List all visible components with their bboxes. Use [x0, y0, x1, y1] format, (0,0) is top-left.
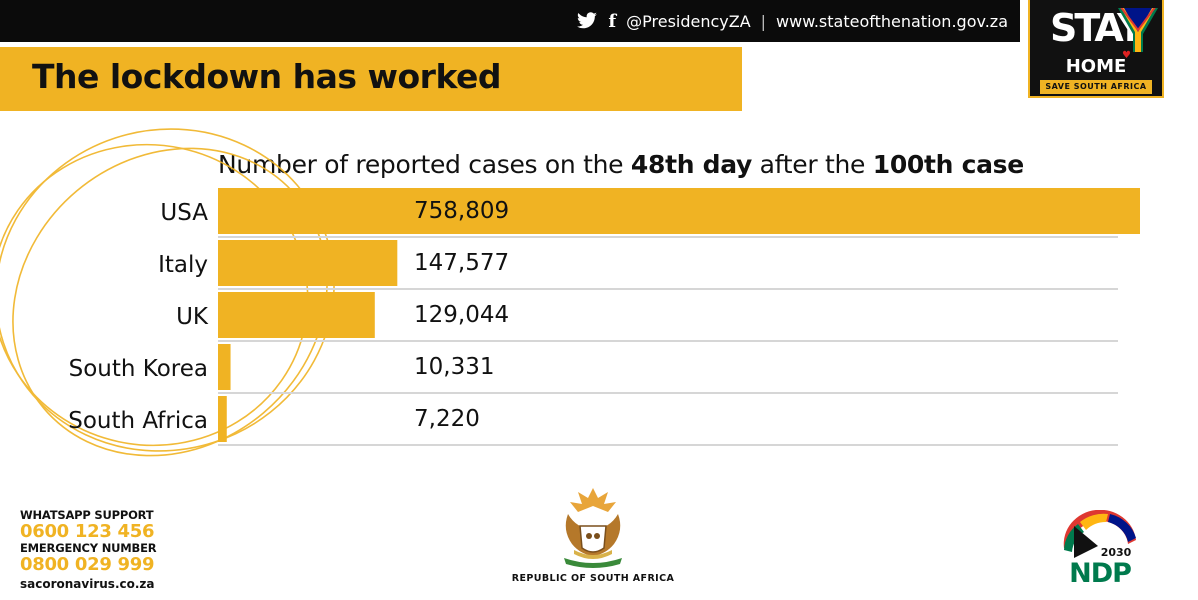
social-links: f @PresidencyZA | www.stateofthenation.g…	[576, 0, 1008, 42]
chart-title-bold1: 48th day	[630, 150, 753, 179]
category-label: South Korea	[69, 356, 208, 382]
row-divider	[218, 392, 1118, 394]
value-label: 758,809	[414, 198, 509, 224]
ndp-year: 2030	[1101, 546, 1132, 559]
title-banner: The lockdown has worked	[0, 47, 742, 111]
whatsapp-number[interactable]: 0600 123 456	[20, 521, 155, 542]
bar-usa	[218, 188, 1140, 234]
emergency-number[interactable]: 0800 029 999	[20, 554, 155, 575]
row-divider	[218, 340, 1118, 342]
contact-website[interactable]: sacoronavirus.co.za	[20, 577, 155, 591]
category-label: USA	[160, 200, 208, 226]
header-website[interactable]: www.stateofthenation.gov.za	[776, 11, 1008, 31]
whatsapp-label: WHATSAPP SUPPORT	[20, 508, 154, 522]
facebook-icon[interactable]: f	[608, 10, 617, 32]
row-divider	[218, 444, 1118, 446]
ndp-logo-icon: 2030 NDP	[1063, 510, 1136, 586]
bar-chart: USA 758,809 Italy 147,577 UK 129,044 South Kor…	[0, 128, 1140, 457]
emergency-label: EMERGENCY NUMBER	[20, 541, 157, 555]
heart-icon: ♥	[1122, 50, 1131, 61]
twitter-icon[interactable]	[576, 12, 598, 30]
bar-south-africa	[218, 396, 227, 442]
category-label: Italy	[158, 252, 208, 278]
category-label: South Africa	[68, 408, 208, 434]
bar-italy	[218, 240, 398, 286]
bar-south-korea	[218, 344, 231, 390]
value-label: 10,331	[414, 354, 494, 380]
banner-title: The lockdown has worked	[32, 57, 502, 96]
coat-of-arms-icon	[564, 488, 622, 568]
chart-title: Number of reported cases on the 48th day…	[218, 150, 1024, 179]
bar-uk	[218, 292, 375, 338]
row-divider	[218, 288, 1118, 290]
save-south-africa-band: SAVE SOUTH AFRICA	[1040, 80, 1152, 94]
south-africa-flag-icon	[1118, 8, 1158, 52]
republic-label: REPUBLIC OF SOUTH AFRICA	[511, 573, 675, 584]
row-divider	[218, 236, 1118, 238]
top-bar: f @PresidencyZA | www.stateofthenation.g…	[0, 0, 1020, 42]
value-label: 147,577	[414, 250, 509, 276]
home-word: HOME	[1065, 56, 1127, 77]
contact-info: WHATSAPP SUPPORT 0600 123 456 EMERGENCY …	[20, 508, 220, 594]
social-handle[interactable]: @PresidencyZA	[626, 11, 751, 31]
value-label: 129,044	[414, 302, 509, 328]
chart-title-part2: after the	[752, 150, 873, 179]
chart-bars: USA 758,809 Italy 147,577 UK 129,044 South Kor…	[68, 188, 1140, 446]
category-label: UK	[176, 304, 209, 330]
stay-home-logo: STAY ♥ HOME SAVE SOUTH AFRICA	[1028, 0, 1164, 98]
header-separator: |	[760, 11, 767, 31]
chart-title-bold2: 100th case	[872, 150, 1024, 179]
value-label: 7,220	[414, 406, 480, 432]
ndp-text: NDP	[1069, 558, 1131, 586]
